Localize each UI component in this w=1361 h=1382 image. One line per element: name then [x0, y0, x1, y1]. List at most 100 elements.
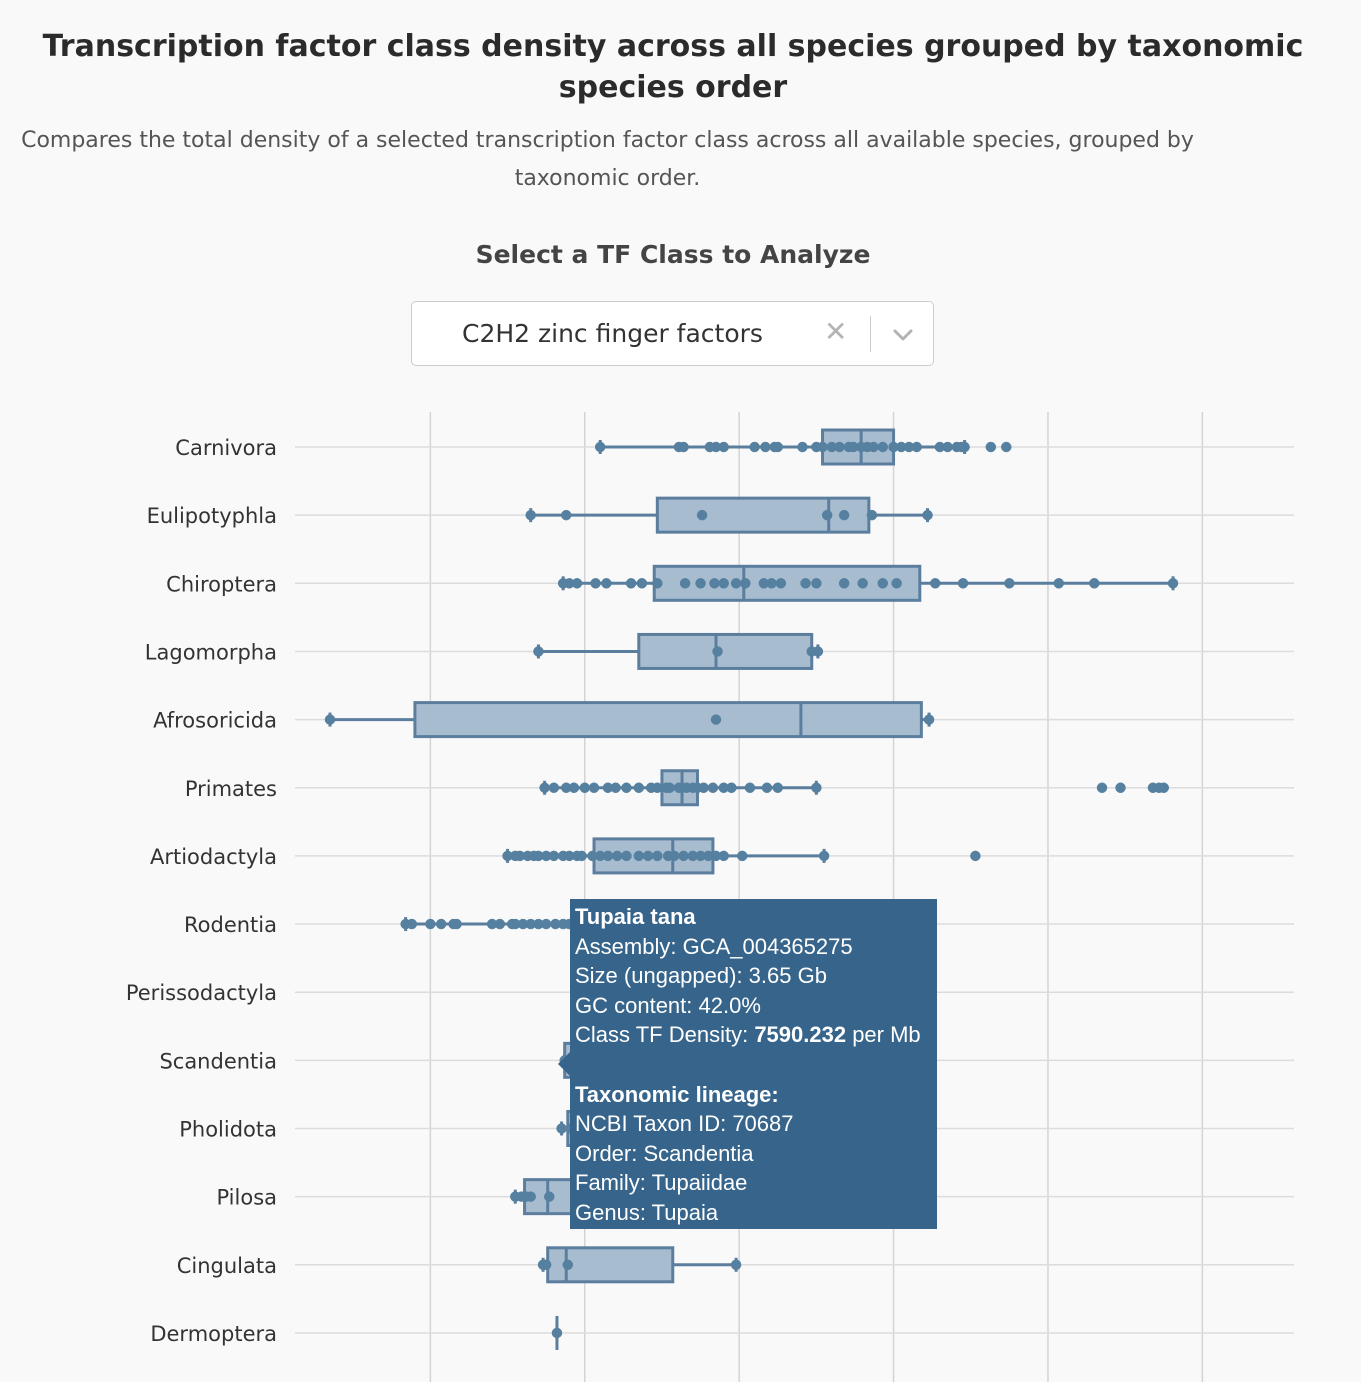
data-point [678, 850, 689, 862]
data-point [718, 850, 729, 862]
tooltip-lineage-heading: Taxonomic lineage: [575, 1081, 779, 1107]
page-title: Transcription factor class density acros… [42, 29, 1304, 105]
selected-value: C2H2 zinc finger factors [462, 319, 763, 348]
data-point [866, 509, 878, 521]
y-tick-label: Dermoptera [150, 1322, 277, 1346]
data-point [435, 918, 447, 930]
y-tick-label: Eulipotyphla [147, 504, 277, 528]
data-point [588, 782, 600, 793]
y-tick-label: Pholidota [179, 1118, 277, 1142]
data-point [710, 714, 722, 725]
y-tick-label: Artiodactyla [150, 845, 277, 869]
data-point [730, 578, 742, 589]
data-point [838, 578, 850, 589]
data-point [695, 578, 706, 589]
data-point [652, 850, 663, 862]
data-point [766, 578, 777, 589]
data-point [562, 1259, 574, 1271]
data-point [877, 441, 889, 453]
tooltip-taxon-id: NCBI Taxon ID: 70687 [575, 1111, 794, 1137]
tooltip-species: Tupaia tana [575, 904, 696, 929]
data-point [775, 578, 787, 589]
tooltip-order: Order: Scandentia [575, 1140, 754, 1166]
y-tick-label: Afrosoricida [153, 709, 277, 733]
select-label: Select a TF Class to Analyze [475, 240, 871, 269]
data-point [601, 578, 612, 589]
data-point [652, 578, 663, 589]
tooltip-density-value: 7590.232 [754, 1022, 847, 1048]
y-tick-label: Perissodactyla [126, 981, 277, 1005]
data-point [494, 918, 506, 930]
tooltip-density-prefix: Class TF Density: [575, 1022, 755, 1048]
data-point [678, 441, 689, 453]
data-point [551, 1327, 563, 1339]
data-point [642, 850, 654, 862]
close-icon[interactable]: ✕ [824, 315, 848, 348]
data-point [406, 918, 418, 930]
data-point [923, 714, 935, 725]
data-point [556, 1123, 567, 1134]
data-point [1004, 578, 1015, 589]
tooltip-density-suffix: per Mb [846, 1022, 921, 1048]
data-point [539, 782, 550, 793]
data-point [633, 850, 645, 862]
data-point [718, 578, 729, 589]
tooltip-assembly: Assembly: GCA_004365275 [575, 933, 853, 959]
data-point [621, 782, 632, 793]
data-point [985, 441, 997, 453]
data-point [911, 441, 922, 453]
data-point [590, 578, 601, 589]
y-tick-label: Pilosa [216, 1186, 277, 1210]
data-point [812, 646, 824, 657]
data-point [451, 918, 462, 930]
data-point [664, 782, 675, 793]
data-point [857, 578, 868, 589]
data-point [568, 782, 580, 793]
data-point [1089, 578, 1100, 589]
data-point [652, 782, 663, 793]
data-point [811, 782, 822, 793]
data-point [891, 578, 902, 589]
tf-class-dropdown[interactable]: C2H2 zinc finger factors ✕ [411, 301, 934, 366]
data-point [610, 782, 621, 793]
data-point [726, 782, 737, 793]
y-tick-label: Primates [185, 777, 277, 801]
data-point [749, 441, 760, 453]
y-tick-label: Lagomorpha [145, 640, 277, 664]
data-point [579, 782, 591, 793]
data-point [834, 441, 845, 453]
y-tick-label: Carnivora [175, 436, 277, 460]
data-point [707, 782, 719, 793]
data-point [868, 441, 879, 453]
data-point [679, 578, 691, 589]
chevron-down-icon[interactable] [888, 320, 918, 350]
box [655, 496, 871, 534]
tooltip-genus: Genus: Tupaia [575, 1199, 719, 1225]
data-point [877, 578, 889, 589]
y-tick-label: Chiroptera [166, 572, 277, 596]
data-point [929, 578, 941, 589]
data-point [772, 441, 784, 453]
data-point [821, 509, 833, 521]
data-point [540, 918, 552, 930]
y-tick-label: Scandentia [159, 1049, 277, 1073]
data-point [761, 782, 773, 793]
data-point [636, 578, 648, 589]
data-point [922, 509, 933, 521]
tooltip-gc: GC content: 42.0% [575, 992, 761, 1018]
data-point [543, 1191, 555, 1202]
data-point [560, 509, 572, 521]
data-point [818, 850, 830, 862]
data-point [633, 782, 645, 793]
data-point [324, 714, 336, 725]
box [413, 701, 923, 739]
data-point [712, 646, 723, 657]
data-point [730, 1259, 742, 1271]
data-point [942, 441, 953, 453]
hover-tooltip: Tupaia tana Assembly: GCA_004365275 Size… [570, 899, 937, 1229]
tooltip-family: Family: Tupaiidae [575, 1170, 748, 1196]
data-point [838, 509, 850, 521]
data-point [1158, 782, 1170, 793]
data-point [594, 441, 606, 453]
